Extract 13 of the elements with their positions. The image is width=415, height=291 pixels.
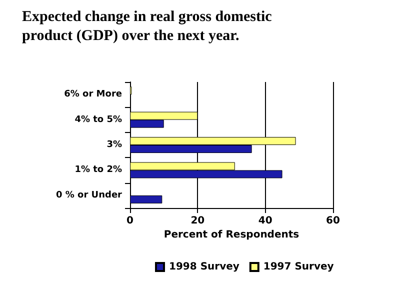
x-tick-label: 40 — [258, 216, 272, 226]
y-tick-label: 6% or More — [64, 90, 122, 100]
legend-label: 1997 Survey — [263, 262, 334, 272]
y-tick-label: 4% to 5% — [74, 114, 122, 125]
legend-label: 1998 Survey — [169, 262, 240, 272]
x-tick-label: 20 — [190, 216, 205, 226]
x-tick-label: 60 — [326, 216, 340, 226]
x-axis-title: Percent of Respondents — [164, 230, 300, 240]
chart-title: Expected change in real gross domestic product (GDP) over the next year. — [22, 8, 273, 46]
x-tick-label: 0 — [126, 216, 134, 226]
y-tick-label: 3% — [106, 140, 122, 150]
y-tick-label: 0 % or Under — [56, 190, 123, 200]
y-tick-label: 1% to 2% — [74, 165, 122, 176]
